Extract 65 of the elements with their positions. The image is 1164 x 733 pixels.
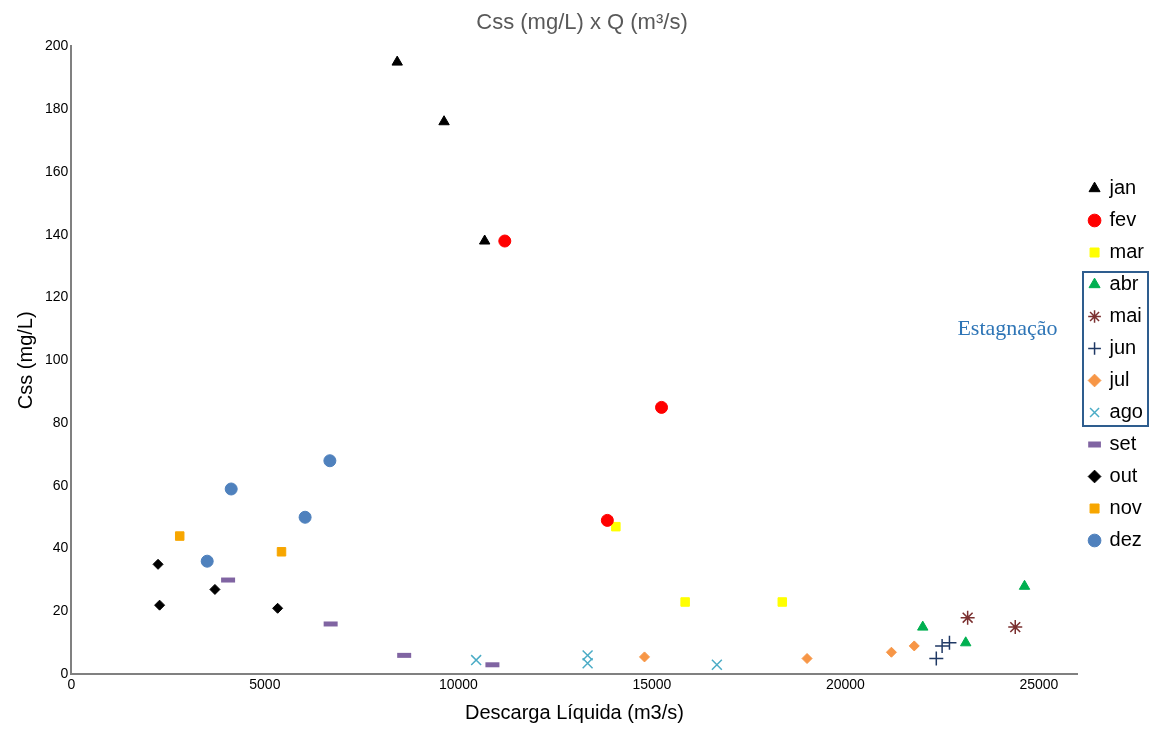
point	[498, 234, 512, 248]
point	[777, 597, 788, 607]
legend-label: out	[1109, 464, 1138, 487]
x-tick-label: 5000	[249, 676, 281, 693]
point	[801, 653, 813, 665]
point	[885, 646, 897, 658]
y-tick-label: 160	[45, 162, 69, 179]
y-tick-label: 40	[52, 539, 69, 556]
y-tick-label: 0	[60, 665, 69, 682]
y-tick-label: 80	[52, 413, 69, 430]
point	[959, 609, 976, 626]
point	[1007, 619, 1023, 635]
point	[928, 650, 945, 667]
point	[611, 521, 621, 532]
legend-label: fev	[1109, 208, 1137, 231]
y-tick-label: 20	[52, 602, 69, 619]
y-tick-label: 180	[45, 100, 69, 117]
point	[1018, 579, 1031, 590]
point	[655, 400, 669, 414]
point	[917, 620, 929, 631]
legend-label: jun	[1108, 336, 1137, 359]
point	[941, 635, 958, 651]
legend-label: mar	[1109, 240, 1145, 263]
legend-label: set	[1109, 432, 1137, 455]
x-axis-title: Descarga Líquida (m3/s)	[464, 700, 684, 723]
point	[209, 583, 221, 595]
legend-label: abr	[1109, 272, 1139, 295]
chart-title: Css (mg/L) x Q (m³/s)	[476, 9, 688, 35]
legend-label: ago	[1109, 400, 1143, 423]
y-tick-label: 60	[52, 476, 69, 493]
point	[478, 234, 491, 245]
point	[224, 482, 238, 496]
y-tick-label: 200	[45, 37, 69, 54]
point	[711, 659, 723, 671]
point	[323, 454, 337, 468]
legend-label: nov	[1109, 496, 1142, 519]
point	[680, 597, 690, 607]
legend-label: jul	[1108, 368, 1130, 391]
point	[600, 513, 614, 527]
point	[470, 654, 482, 666]
point	[152, 558, 164, 570]
legend-label: jan	[1108, 176, 1137, 199]
x-tick-label: 15000	[632, 676, 672, 693]
y-axis-title: Css (mg/L)	[13, 311, 36, 410]
point	[960, 636, 972, 647]
point	[908, 640, 920, 652]
x-tick-label: 25000	[1019, 676, 1059, 693]
point	[272, 602, 284, 614]
point	[276, 547, 287, 557]
y-tick-label: 100	[45, 351, 69, 368]
legend-label: dez	[1109, 528, 1142, 551]
point	[934, 638, 950, 654]
point	[639, 651, 650, 663]
legend-label: mai	[1109, 304, 1142, 327]
point	[438, 115, 450, 126]
point	[200, 554, 214, 568]
point	[298, 510, 312, 524]
y-tick-label: 120	[45, 288, 69, 305]
point	[174, 531, 185, 541]
point	[391, 55, 403, 66]
annotation: Estagnação	[957, 314, 1058, 340]
x-tick-label: 20000	[825, 676, 866, 693]
y-tick-label: 140	[45, 225, 69, 242]
point	[154, 599, 166, 611]
x-tick-label: 10000	[438, 676, 479, 693]
